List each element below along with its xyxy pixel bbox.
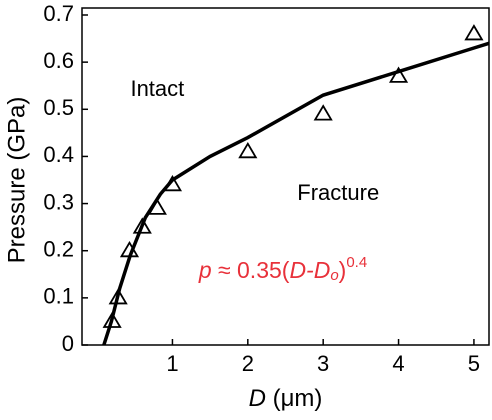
x-axis-label: D (μm): [249, 385, 323, 412]
data-point: [238, 141, 258, 159]
formula: p ≈ 0.35(D-Do)0.4: [198, 254, 367, 284]
x-tick-label: 4: [392, 351, 404, 376]
data-point: [313, 104, 333, 121]
x-tick-label: 5: [468, 351, 480, 376]
y-tick-label: 0.7: [43, 1, 74, 26]
x-tick-label: 3: [317, 351, 329, 376]
formula-part: o: [330, 267, 338, 284]
data-point: [464, 24, 484, 41]
formula-part: ): [339, 257, 347, 283]
data-point: [102, 311, 122, 328]
y-tick-label: 0.1: [43, 284, 74, 309]
x-axis-label-part: D: [249, 385, 266, 412]
formula-part: D-D: [289, 257, 330, 283]
plot-frame: [81, 7, 490, 346]
y-tick-label: 0.3: [43, 189, 74, 214]
data-point: [388, 66, 409, 83]
x-tick-label: 2: [242, 351, 254, 376]
formula-part: ≈ 0.35(: [212, 257, 290, 283]
data-point: [132, 217, 152, 234]
y-tick-label: 0.2: [43, 237, 74, 262]
region-label: Fracture: [297, 180, 379, 205]
y-axis-label: Pressure (GPa): [3, 97, 30, 264]
y-tick-label: 0.4: [43, 142, 74, 167]
formula-part: p: [198, 257, 212, 283]
x-axis-label-part: (μm): [266, 385, 322, 412]
y-tick-label: 0.5: [43, 95, 74, 120]
y-tick-label: 0.6: [43, 48, 74, 73]
region-label: Intact: [130, 76, 184, 101]
formula-part: 0.4: [346, 254, 367, 271]
fit-curve: [102, 41, 490, 346]
x-tick-label: 1: [166, 351, 178, 376]
y-tick-label: 0: [62, 331, 74, 356]
data-point: [108, 288, 128, 305]
